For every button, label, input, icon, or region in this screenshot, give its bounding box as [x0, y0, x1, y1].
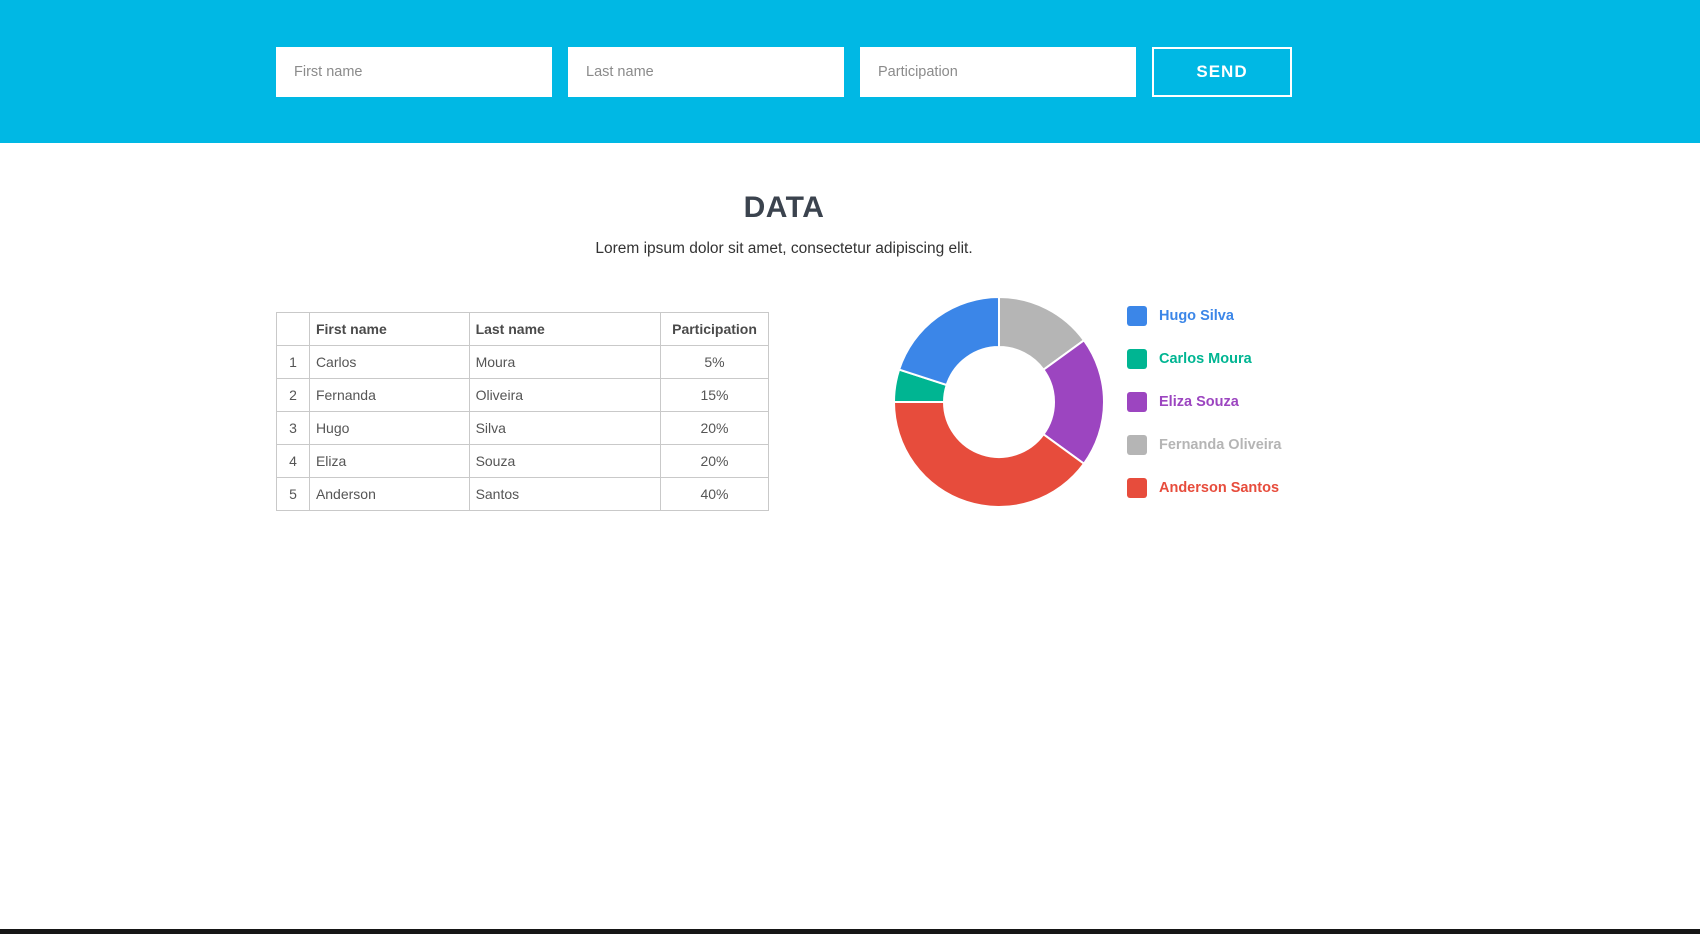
cell-first-name: Fernanda [308, 378, 470, 412]
row-index: 4 [276, 444, 310, 478]
header-form: SEND [276, 46, 1292, 97]
legend-item: Carlos Moura [1127, 349, 1282, 369]
participation-input[interactable] [860, 46, 1136, 97]
header-bar: SEND [0, 0, 1700, 143]
legend-swatch [1127, 306, 1147, 326]
legend-label: Eliza Souza [1159, 394, 1239, 410]
row-index: 3 [276, 411, 310, 445]
table-row: 1 Carlos Moura 5% [276, 345, 769, 379]
col-header-index [276, 312, 310, 346]
cell-first-name: Eliza [308, 444, 470, 478]
col-header-first-name: First name [308, 312, 470, 346]
table-row: 5 Anderson Santos 40% [276, 477, 769, 511]
page-title: DATA [743, 191, 825, 224]
row-index: 1 [276, 345, 310, 379]
main-content: DATA Lorem ipsum dolor sit amet, consect… [276, 191, 1292, 521]
donut-chart [892, 295, 1106, 508]
data-table: First name Last name Participation 1 Car… [276, 312, 769, 511]
table-row: 3 Hugo Silva 20% [276, 411, 769, 445]
cell-first-name: Carlos [308, 345, 470, 379]
send-button[interactable]: SEND [1152, 46, 1292, 97]
chart-legend: Hugo Silva Carlos Moura Eliza Souza Fern… [1127, 306, 1282, 521]
first-name-input[interactable] [276, 46, 552, 97]
cell-last-name: Silva [468, 411, 662, 445]
legend-swatch [1127, 349, 1147, 369]
legend-swatch [1127, 478, 1147, 498]
cell-participation: 15% [660, 378, 769, 412]
row-index: 5 [276, 477, 310, 511]
cell-first-name: Hugo [308, 411, 470, 445]
legend-label: Fernanda Oliveira [1159, 437, 1282, 453]
cell-last-name: Souza [468, 444, 662, 478]
donut-slice-hugo-silva [897, 295, 1000, 387]
row-index: 2 [276, 378, 310, 412]
legend-item: Eliza Souza [1127, 392, 1282, 412]
chart-area [891, 294, 1107, 515]
cell-participation: 5% [660, 345, 769, 379]
last-name-input[interactable] [568, 46, 844, 97]
footer-bar [0, 929, 1700, 934]
legend-label: Anderson Santos [1159, 480, 1280, 496]
legend-swatch [1127, 435, 1147, 455]
cell-last-name: Oliveira [468, 378, 662, 412]
cell-participation: 20% [660, 444, 769, 478]
cell-participation: 20% [660, 411, 769, 445]
cell-participation: 40% [660, 477, 769, 511]
legend-item: Fernanda Oliveira [1127, 435, 1282, 455]
legend-swatch [1127, 392, 1147, 412]
col-header-last-name: Last name [468, 312, 662, 346]
table-row: 4 Eliza Souza 20% [276, 444, 769, 478]
page-subtitle: Lorem ipsum dolor sit amet, consectetur … [595, 240, 973, 257]
legend-item: Hugo Silva [1127, 306, 1282, 326]
content-row: First name Last name Participation 1 Car… [276, 295, 1292, 521]
cell-last-name: Moura [468, 345, 662, 379]
table-header-row: First name Last name Participation [276, 312, 769, 346]
legend-label: Carlos Moura [1159, 351, 1252, 367]
legend-label: Hugo Silva [1159, 308, 1234, 324]
legend-item: Anderson Santos [1127, 478, 1282, 498]
donut-slice-anderson-santos [892, 401, 1086, 508]
col-header-participation: Participation [660, 312, 769, 346]
table-row: 2 Fernanda Oliveira 15% [276, 378, 769, 412]
cell-first-name: Anderson [308, 477, 470, 511]
cell-last-name: Santos [468, 477, 662, 511]
